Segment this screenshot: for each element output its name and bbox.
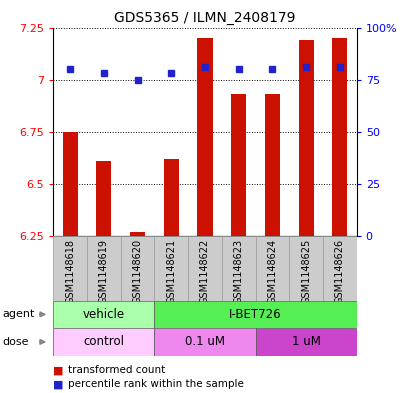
Title: GDS5365 / ILMN_2408179: GDS5365 / ILMN_2408179 bbox=[114, 11, 295, 25]
Text: GSM1148619: GSM1148619 bbox=[99, 239, 109, 304]
Bar bbox=[53, 236, 87, 301]
Text: control: control bbox=[83, 335, 124, 349]
Bar bbox=[130, 231, 145, 236]
Bar bbox=[63, 132, 78, 236]
Text: GSM1148622: GSM1148622 bbox=[200, 239, 209, 304]
Bar bbox=[264, 94, 279, 236]
Bar bbox=[154, 236, 188, 301]
Text: agent: agent bbox=[2, 309, 34, 320]
Text: 0.1 uM: 0.1 uM bbox=[184, 335, 225, 349]
Bar bbox=[188, 236, 221, 301]
Text: percentile rank within the sample: percentile rank within the sample bbox=[67, 379, 243, 389]
Text: GSM1148624: GSM1148624 bbox=[267, 239, 277, 304]
Bar bbox=[331, 38, 346, 236]
Text: vehicle: vehicle bbox=[83, 308, 125, 321]
Text: ■: ■ bbox=[53, 365, 64, 375]
Text: I-BET726: I-BET726 bbox=[229, 308, 281, 321]
Text: GSM1148618: GSM1148618 bbox=[65, 239, 75, 304]
Bar bbox=[231, 94, 246, 236]
Bar bbox=[154, 301, 356, 328]
Text: GSM1148621: GSM1148621 bbox=[166, 239, 176, 304]
Bar bbox=[53, 301, 154, 328]
Bar bbox=[289, 236, 322, 301]
Text: GSM1148625: GSM1148625 bbox=[300, 239, 310, 304]
Bar bbox=[87, 236, 120, 301]
Text: ■: ■ bbox=[53, 379, 64, 389]
Bar bbox=[96, 161, 111, 236]
Bar bbox=[298, 40, 313, 236]
Text: GSM1148626: GSM1148626 bbox=[334, 239, 344, 304]
Bar bbox=[154, 328, 255, 356]
Text: GSM1148620: GSM1148620 bbox=[132, 239, 142, 304]
Bar bbox=[255, 236, 289, 301]
Text: 1 uM: 1 uM bbox=[291, 335, 320, 349]
Text: GSM1148623: GSM1148623 bbox=[233, 239, 243, 304]
Bar bbox=[255, 328, 356, 356]
Bar bbox=[53, 328, 154, 356]
Bar bbox=[163, 159, 178, 236]
Text: dose: dose bbox=[2, 337, 29, 347]
Bar bbox=[221, 236, 255, 301]
Bar bbox=[322, 236, 356, 301]
Bar bbox=[197, 38, 212, 236]
Bar bbox=[120, 236, 154, 301]
Text: transformed count: transformed count bbox=[67, 365, 164, 375]
